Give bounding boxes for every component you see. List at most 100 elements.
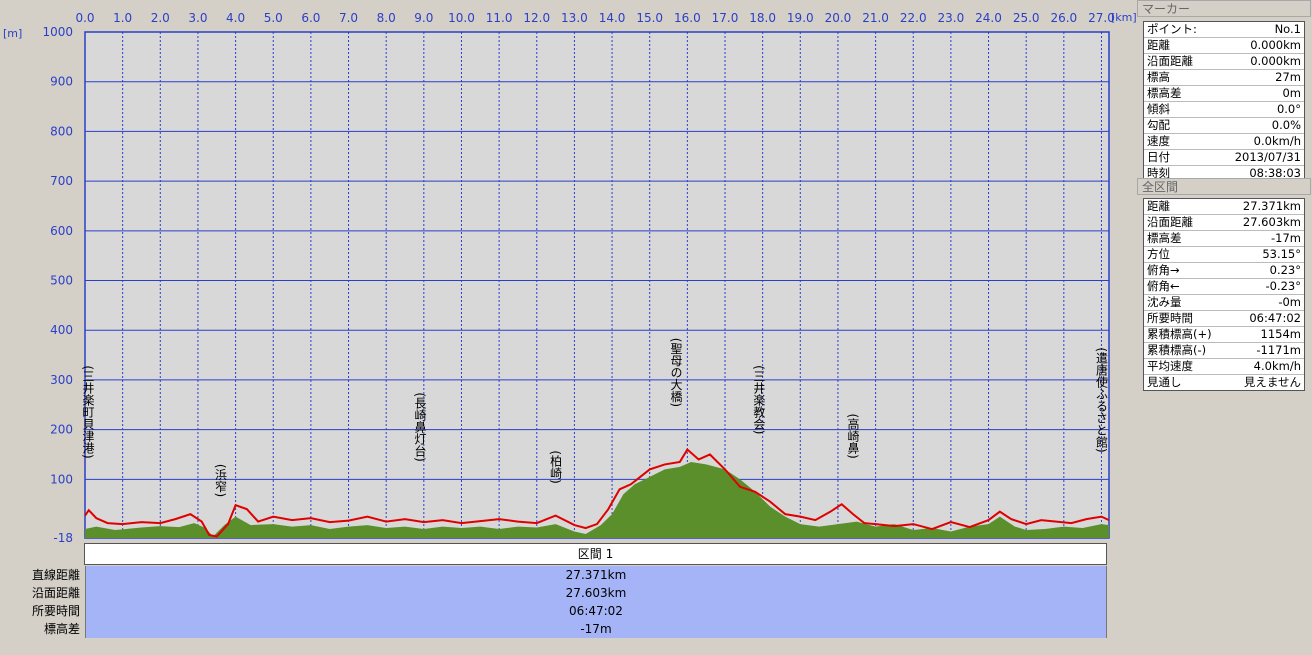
info-row: ポイント: No.1	[1144, 22, 1304, 38]
info-key: 所要時間	[1147, 311, 1193, 325]
x-tick-label: 5.0	[264, 11, 283, 25]
x-tick-label: 16.0	[674, 11, 701, 25]
info-value: 0.000km	[1250, 38, 1301, 52]
section-value: 27.603km	[85, 584, 1107, 602]
section-value: -17m	[85, 620, 1107, 638]
x-tick-label: 17.0	[712, 11, 739, 25]
info-value: -1171m	[1256, 343, 1301, 357]
info-value: 08:38:03	[1249, 166, 1301, 180]
info-row: 沿面距離 27.603km	[1144, 215, 1304, 231]
x-tick-label: 25.0	[1013, 11, 1040, 25]
x-tick-label: 12.0	[523, 11, 550, 25]
y-tick-label: 900	[50, 75, 73, 89]
info-value: 1154m	[1260, 327, 1301, 341]
info-key: 累積標高(-)	[1147, 343, 1207, 357]
info-value: 2013/07/31	[1234, 150, 1301, 164]
y-tick-label: -18	[53, 531, 73, 545]
info-value: 53.15°	[1262, 247, 1301, 261]
x-tick-label: 15.0	[636, 11, 663, 25]
info-row: 日付 2013/07/31	[1144, 150, 1304, 166]
x-tick-label: 10.0	[448, 11, 475, 25]
landmark-labels: (三井楽町貝津港) (浜窄) (長崎鼻灯台) (柏崎) (聖母の大橋) (三井楽教会) (高…	[81, 338, 1108, 497]
info-key: 方位	[1147, 247, 1170, 261]
info-value: 4.0km/h	[1253, 359, 1301, 373]
info-row: 速度 0.0km/h	[1144, 134, 1304, 150]
info-key: ポイント:	[1147, 22, 1197, 36]
info-row: 標高差 -17m	[1144, 231, 1304, 247]
x-tick-label: 8.0	[377, 11, 396, 25]
x-tick-label: 7.0	[339, 11, 358, 25]
info-row: 傾斜 0.0°	[1144, 102, 1304, 118]
info-row: 俯角← -0.23°	[1144, 279, 1304, 295]
section-header[interactable]: 区間 1	[84, 543, 1107, 565]
section-row-straight-distance: 直線距離 27.371km	[0, 566, 1108, 584]
info-value: 0.000km	[1250, 54, 1301, 68]
section-label: 沿面距離	[31, 586, 80, 600]
y-axis-ticks: 1000 900 800 700 600 500 400 300 200 100 -18	[42, 25, 73, 545]
grid-lines	[84, 31, 1109, 538]
y-tick-label: 300	[50, 373, 73, 387]
landmark-label: (長崎鼻灯台)	[413, 392, 427, 461]
y-tick-label: 500	[50, 274, 73, 288]
section-value: 27.371km	[85, 566, 1107, 584]
info-row: 時刻 08:38:03	[1144, 166, 1304, 181]
x-tick-label: 11.0	[486, 11, 513, 25]
info-key: 勾配	[1147, 118, 1170, 132]
all-section-panel-title: 全区間	[1137, 178, 1311, 195]
info-row: 沿面距離 0.000km	[1144, 54, 1304, 70]
section-row-elevation-diff: 標高差 -17m	[0, 620, 1108, 638]
section-label: 標高差	[43, 622, 80, 636]
landmark-label: (柏崎)	[549, 450, 563, 483]
info-value: -17m	[1271, 231, 1301, 245]
info-key: 俯角→	[1147, 263, 1180, 277]
x-tick-label: 19.0	[787, 11, 814, 25]
x-tick-label: 1.0	[113, 11, 132, 25]
marker-info-table: ポイント: No.1 距離 0.000km 沿面距離 0.000km 標高 27m 標高差 0m 傾…	[1143, 21, 1305, 182]
info-key: 時刻	[1147, 166, 1170, 180]
plot-area	[84, 31, 1110, 539]
info-key: 沈み量	[1147, 295, 1182, 309]
x-tick-label: 20.0	[825, 11, 852, 25]
all-section-info-table: 距離 27.371km 沿面距離 27.603km 標高差 -17m 方位 53.15° 俯角→…	[1143, 198, 1305, 391]
x-tick-label: 23.0	[938, 11, 965, 25]
x-tick-label: 21.0	[862, 11, 889, 25]
info-row: 距離 0.000km	[1144, 38, 1304, 54]
section-summary-table: 直線距離 27.371km 沿面距離 27.603km 所要時間 06:47:0…	[0, 566, 1108, 638]
terrain-area	[85, 461, 1109, 538]
info-key: 平均速度	[1147, 359, 1193, 373]
info-value: -0m	[1278, 295, 1301, 309]
landmark-label: (三井楽教会)	[752, 365, 766, 434]
x-tick-label: 6.0	[301, 11, 320, 25]
x-tick-label: 26.0	[1050, 11, 1077, 25]
info-value: 27m	[1275, 70, 1301, 84]
info-key: 俯角←	[1147, 279, 1180, 293]
info-key: 日付	[1147, 150, 1170, 164]
info-row: 標高 27m	[1144, 70, 1304, 86]
landmark-label: (浜窄)	[214, 464, 228, 497]
info-value: 27.371km	[1242, 199, 1301, 213]
info-key: 距離	[1147, 38, 1170, 52]
x-tick-label: 27.0	[1088, 11, 1115, 25]
marker-panel-title: マーカー	[1137, 0, 1311, 17]
info-value: -0.23°	[1265, 279, 1301, 293]
info-value: 0.0%	[1271, 118, 1301, 132]
elevation-chart: 0.0 1.0 2.0 3.0 4.0 5.0 6.0 7.0 8.0 9.0 10.0 11.0 12…	[3, 11, 1137, 545]
info-value: 27.603km	[1242, 215, 1301, 229]
info-row: 所要時間 06:47:02	[1144, 311, 1304, 327]
x-tick-label: 14.0	[599, 11, 626, 25]
info-key: 標高差	[1147, 231, 1182, 245]
y-tick-label: 400	[50, 323, 73, 337]
info-key: 標高差	[1147, 86, 1182, 100]
info-key: 見通し	[1147, 375, 1182, 389]
info-value: No.1	[1274, 22, 1301, 36]
series-group	[84, 447, 1110, 538]
info-row: 累積標高(+) 1154m	[1144, 327, 1304, 343]
info-value: 0.23°	[1269, 263, 1301, 277]
info-key: 傾斜	[1147, 102, 1170, 116]
landmark-label: (聖母の大橋)	[669, 338, 683, 407]
section-row-duration: 所要時間 06:47:02	[0, 602, 1108, 620]
section-row-surface-distance: 沿面距離 27.603km	[0, 584, 1108, 602]
x-tick-label: 22.0	[900, 11, 927, 25]
info-value: 0.0°	[1276, 102, 1301, 116]
x-tick-label: 9.0	[414, 11, 433, 25]
